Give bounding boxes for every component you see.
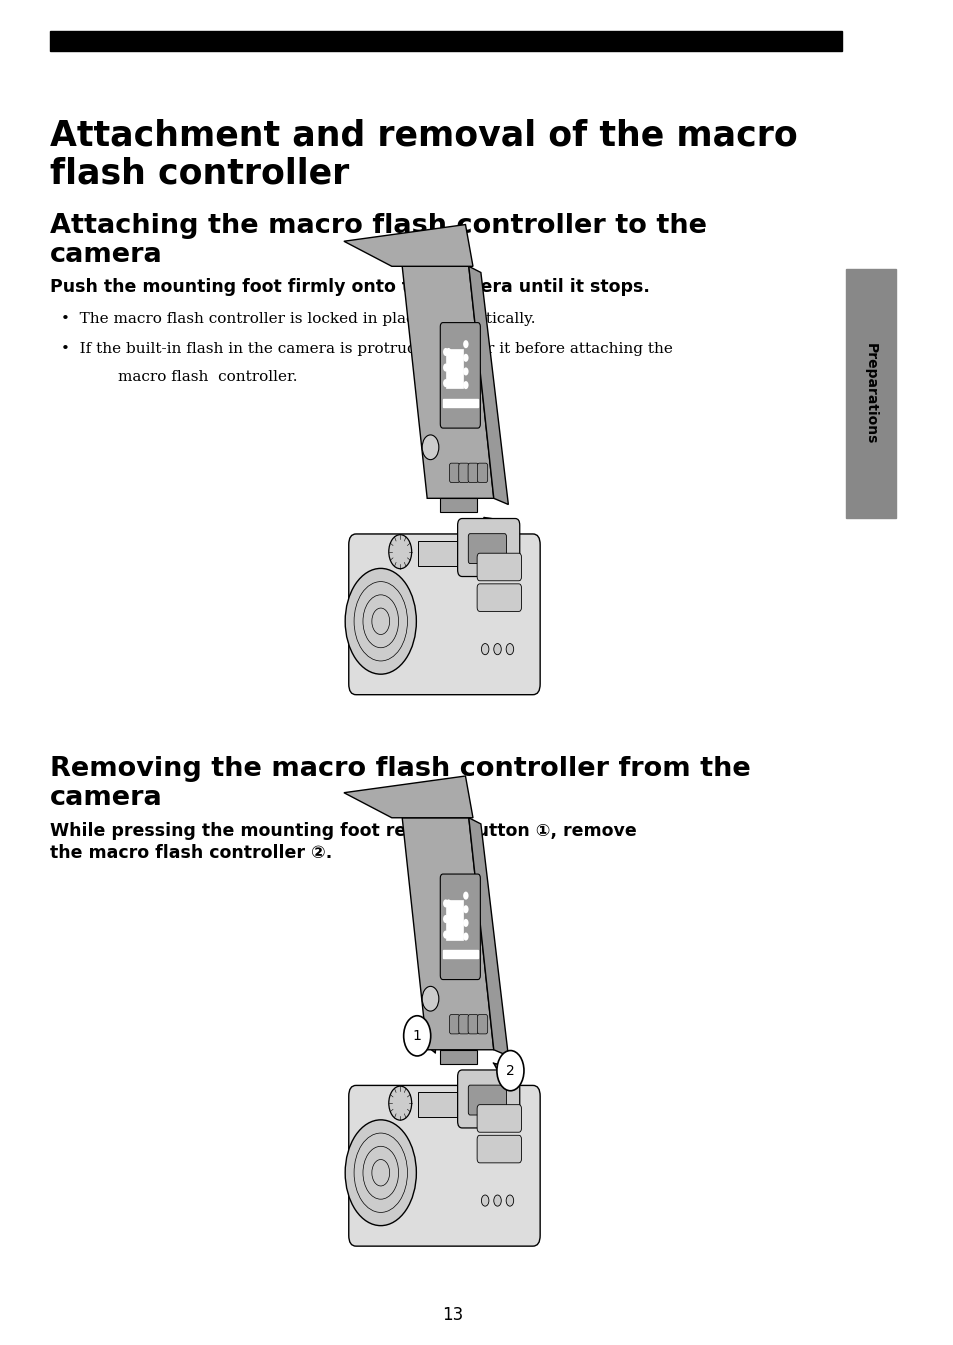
Circle shape <box>345 1120 416 1225</box>
Circle shape <box>345 569 416 674</box>
FancyBboxPatch shape <box>458 1014 469 1034</box>
Circle shape <box>442 931 448 939</box>
Circle shape <box>494 643 500 655</box>
Circle shape <box>389 1087 412 1120</box>
Circle shape <box>462 340 468 348</box>
Circle shape <box>445 348 451 356</box>
Text: Preparations: Preparations <box>863 343 877 444</box>
FancyBboxPatch shape <box>476 463 487 483</box>
FancyBboxPatch shape <box>476 553 521 581</box>
Polygon shape <box>344 776 473 818</box>
Circle shape <box>422 434 438 460</box>
FancyBboxPatch shape <box>349 534 539 695</box>
FancyBboxPatch shape <box>457 519 519 577</box>
Bar <box>440 1049 476 1064</box>
Circle shape <box>445 379 451 387</box>
Bar <box>417 541 471 566</box>
Circle shape <box>462 892 468 900</box>
Circle shape <box>462 381 468 389</box>
Circle shape <box>445 915 451 923</box>
FancyBboxPatch shape <box>468 1014 477 1034</box>
Circle shape <box>481 643 488 655</box>
FancyBboxPatch shape <box>476 1135 521 1163</box>
Circle shape <box>462 932 468 940</box>
FancyBboxPatch shape <box>468 534 506 564</box>
Circle shape <box>462 905 468 913</box>
FancyBboxPatch shape <box>446 348 462 389</box>
Bar <box>442 398 477 406</box>
Circle shape <box>403 1015 430 1056</box>
FancyBboxPatch shape <box>440 874 480 979</box>
FancyBboxPatch shape <box>446 900 462 940</box>
Circle shape <box>442 379 448 387</box>
Circle shape <box>462 354 468 362</box>
FancyBboxPatch shape <box>458 463 469 483</box>
FancyBboxPatch shape <box>476 584 521 612</box>
Text: •  The macro flash controller is locked in place automatically.: • The macro flash controller is locked i… <box>61 312 535 325</box>
Text: While pressing the mounting foot release button ①, remove
the macro flash contro: While pressing the mounting foot release… <box>50 822 636 862</box>
Polygon shape <box>344 225 473 266</box>
FancyBboxPatch shape <box>476 1014 487 1034</box>
Circle shape <box>497 1050 523 1091</box>
Polygon shape <box>402 818 494 1049</box>
Bar <box>50 31 841 51</box>
FancyBboxPatch shape <box>449 463 459 483</box>
FancyBboxPatch shape <box>449 1014 459 1034</box>
Circle shape <box>442 915 448 923</box>
Circle shape <box>442 900 448 908</box>
Circle shape <box>506 643 513 655</box>
Text: 1: 1 <box>413 1029 421 1042</box>
Text: 13: 13 <box>441 1306 462 1325</box>
Polygon shape <box>402 266 494 499</box>
Text: 2: 2 <box>505 1064 515 1077</box>
Text: Push the mounting foot firmly onto the camera until it stops.: Push the mounting foot firmly onto the c… <box>50 278 649 296</box>
Circle shape <box>442 348 448 356</box>
Bar <box>440 499 476 512</box>
Circle shape <box>462 367 468 375</box>
FancyBboxPatch shape <box>440 323 480 428</box>
Circle shape <box>389 535 412 569</box>
Text: Attachment and removal of the macro
flash controller: Attachment and removal of the macro flas… <box>50 118 797 191</box>
Circle shape <box>445 931 451 939</box>
Circle shape <box>445 900 451 908</box>
FancyBboxPatch shape <box>349 1085 539 1245</box>
Text: Attaching the macro flash controller to the
camera: Attaching the macro flash controller to … <box>50 213 706 268</box>
Text: Removing the macro flash controller from the
camera: Removing the macro flash controller from… <box>50 756 750 811</box>
Circle shape <box>445 363 451 371</box>
FancyBboxPatch shape <box>457 1071 519 1128</box>
Text: •  If the built-in flash in the camera is protruding, lower it before attaching : • If the built-in flash in the camera is… <box>61 342 672 355</box>
Circle shape <box>506 1194 513 1206</box>
Circle shape <box>462 919 468 927</box>
Bar <box>417 1092 471 1118</box>
Circle shape <box>422 986 438 1011</box>
Circle shape <box>481 1194 488 1206</box>
Circle shape <box>442 363 448 371</box>
FancyBboxPatch shape <box>476 1104 521 1132</box>
Circle shape <box>494 1194 500 1206</box>
Bar <box>442 950 477 958</box>
Polygon shape <box>468 818 508 1056</box>
Bar <box>845 269 895 518</box>
Polygon shape <box>468 266 508 504</box>
FancyBboxPatch shape <box>468 463 477 483</box>
FancyBboxPatch shape <box>468 1085 506 1115</box>
Text: macro flash  controller.: macro flash controller. <box>117 370 296 383</box>
